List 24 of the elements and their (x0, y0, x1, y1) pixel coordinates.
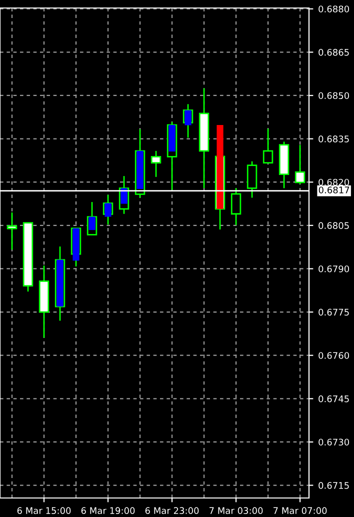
x-tick-label: 6 Mar 23:00 (145, 507, 199, 514)
x-tick-label: 6 Mar 15:00 (17, 507, 71, 514)
candlestick (150, 150, 162, 178)
y-tick-label: 0.6760 (318, 352, 350, 359)
y-tick-label: 0.6865 (318, 48, 349, 56)
x-tick-label: 7 Mar 07:00 (274, 507, 327, 514)
y-tick-label: 0.6820 (318, 178, 350, 186)
ref-line-label: 0.6817 (318, 186, 350, 194)
y-tick-label: 0.6850 (318, 92, 350, 100)
y-tick-label: 0.6790 (318, 265, 350, 272)
y-tick-label: 0.6835 (318, 136, 349, 142)
y-tick-label: 0.6775 (318, 308, 349, 316)
x-tick-label: 6 Mar 19:00 (81, 507, 135, 514)
candlestick (262, 128, 274, 164)
y-tick-label: 0.6715 (318, 482, 349, 489)
y-tick-label: 0.6805 (318, 222, 349, 229)
candlestick (246, 160, 258, 198)
y-tick-label: 0.6730 (318, 438, 350, 446)
candlestick (294, 144, 306, 185)
y-tick-label: 0.6745 (318, 395, 349, 402)
candlestick (230, 187, 242, 226)
candlestick (6, 212, 18, 250)
y-tick-label: 0.6880 (318, 6, 350, 12)
x-tick-label: 7 Mar 03:00 (210, 507, 263, 514)
